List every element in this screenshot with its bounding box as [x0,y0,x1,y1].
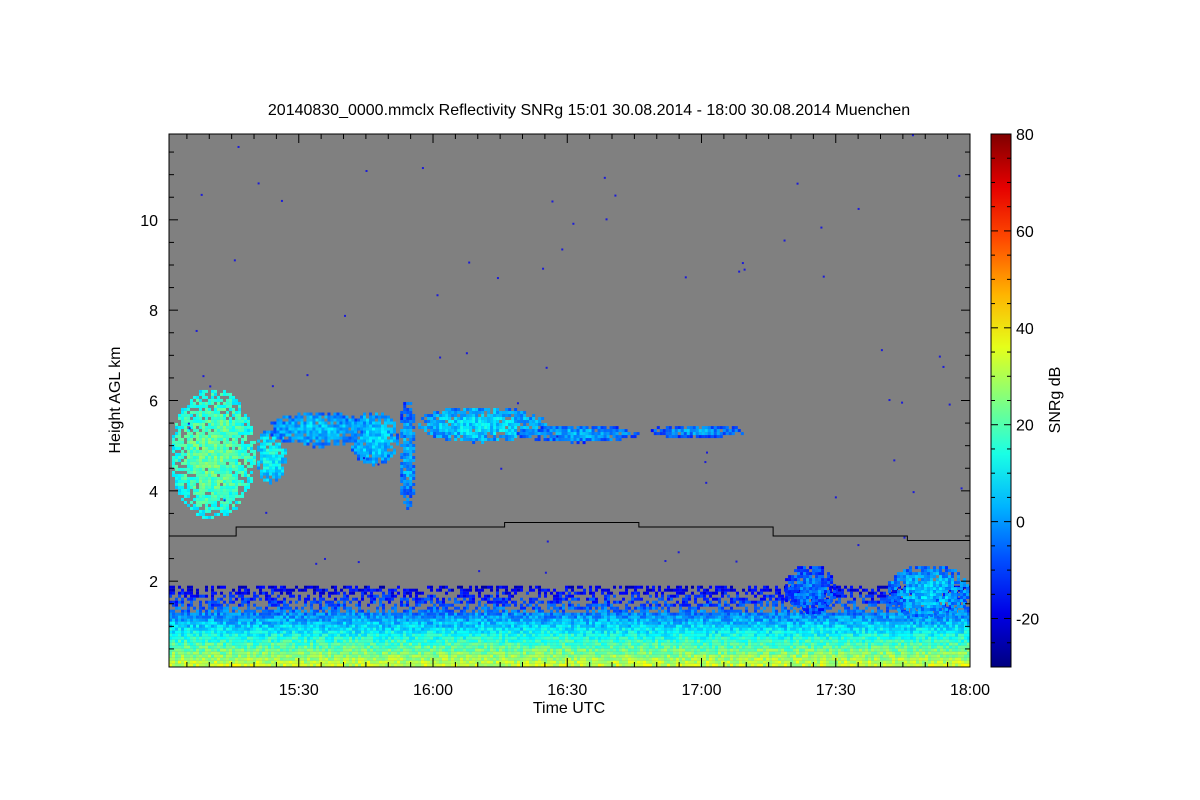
y-tick-label: 6 [149,394,158,411]
x-tick-label: 18:00 [950,682,990,699]
boundary-line [169,521,970,542]
y-axis-ticks: 2 4 6 8 10 [140,151,970,650]
colorbar-tick-label: 60 [1016,224,1034,241]
colorbar-tick-label: 20 [1016,418,1034,435]
y-axis-label: Height AGL km [107,346,124,453]
y-tick-label: 8 [149,303,158,320]
colorbar-tick-label: 80 [1016,127,1034,144]
plot-background [169,134,970,667]
x-axis-ticks: 15:30 16:00 16:30 17:00 17:30 18:00 [186,134,990,699]
noise-speckle [187,134,963,574]
y-tick-label: 4 [149,484,158,501]
x-tick-label: 16:00 [413,682,453,699]
colorbar-tick-label: 0 [1016,515,1025,532]
x-tick-label: 17:00 [681,682,721,699]
chart-title: 20140830_0000.mmclx Reflectivity SNRg 15… [268,102,910,119]
colorbar-tick-label: 40 [1016,321,1034,338]
x-tick-label: 15:30 [279,682,319,699]
y-tick-label: 2 [149,574,158,591]
reflectivity-field [169,389,970,667]
x-axis-label: Time UTC [533,700,605,717]
colorbar-ticks: 80 60 40 20 0 -20 [991,127,1039,668]
x-tick-label: 17:30 [816,682,856,699]
colorbar-tick-label: -20 [1016,612,1039,629]
colorbar-label: SNRg dB [1047,367,1064,434]
x-tick-label: 16:30 [547,682,587,699]
y-tick-label: 10 [140,213,158,230]
